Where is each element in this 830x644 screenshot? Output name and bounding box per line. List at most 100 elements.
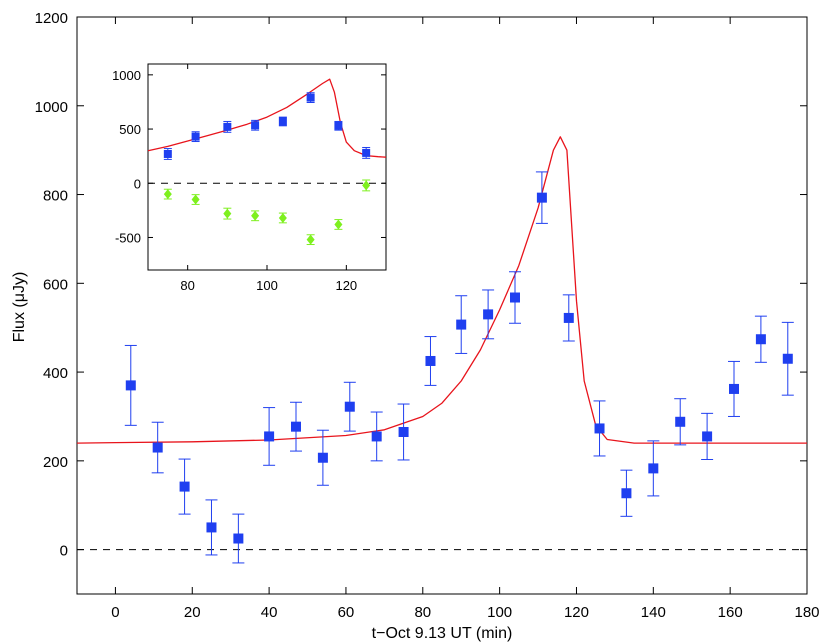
square-marker [648,463,659,474]
square-marker [782,353,793,364]
inset-point-square [334,120,343,131]
square-marker [306,93,315,102]
square-marker [594,423,605,434]
diamond-marker [163,189,172,200]
main-x-tick-label: 120 [564,604,589,621]
inset-plot-frame [147,63,387,271]
square-marker [456,319,467,330]
inset-point-square [223,120,232,133]
main-y-tick-label: 1000 [35,99,68,116]
square-marker [371,431,382,442]
main-y-tick-label: 600 [43,276,68,293]
main-point-square [647,440,660,497]
main-point-square [728,360,740,417]
square-marker [317,452,328,463]
diamond-marker [191,194,200,205]
square-marker [398,426,409,437]
diamond-marker [362,180,371,191]
square-marker [729,383,739,394]
main-x-tick-label: 60 [338,604,355,621]
square-marker [344,401,355,412]
main-y-tick-label: 200 [43,454,68,471]
inset-point-diamond [191,194,200,205]
main-x-tick-label: 180 [794,604,819,621]
inset-point-square [306,92,315,103]
square-marker [206,522,217,533]
inset-point-square [163,148,172,160]
square-marker [233,533,244,544]
square-marker [291,421,301,432]
main-point-square [701,412,714,461]
diamond-marker [251,210,260,221]
square-marker [334,121,343,130]
main-point-square [562,294,575,342]
inset-y-tick-label: 500 [119,122,141,137]
inset-axis-ticks: 80 100 120 -500 0 500 1000 [112,64,386,293]
inset-point-diamond [163,188,172,200]
main-point-square [343,381,356,432]
main-point-square [482,289,495,340]
square-marker [536,192,547,203]
inset-point-square [251,119,260,131]
square-marker [191,132,200,141]
diamond-marker [306,234,315,245]
main-x-tick-label: 140 [641,604,666,621]
inset-point-diamond [334,219,343,230]
inset-x-tick-label: 120 [335,278,357,293]
inset-y-tick-label: -500 [115,230,141,245]
main-point-square [754,315,767,363]
main-point-square [620,469,633,517]
main-y-tick-label: 0 [60,543,68,560]
diamond-marker [278,212,287,223]
square-marker [163,149,172,158]
square-marker [179,481,190,492]
main-x-tick-label: 100 [487,604,512,621]
y-axis-label: Flux (μJy) [11,272,28,343]
main-point-square [316,429,329,486]
main-point-square [263,407,276,466]
diamond-marker [223,208,232,219]
main-point-square [178,458,191,515]
inset-point-square [362,146,371,159]
inset-point-diamond [278,212,287,224]
inset-x-tick-label: 100 [256,278,278,293]
main-point-square [124,344,137,426]
main-point-square [593,400,606,457]
inset-point-diamond [251,210,260,222]
main-data-points [124,171,794,564]
inset-point-square [278,116,287,127]
inset-point-diamond [362,179,371,192]
inset-model-line [147,78,387,158]
diamond-marker [334,219,343,230]
square-marker [425,355,436,366]
main-y-tick-label: 400 [43,365,68,382]
square-marker [621,488,632,499]
inset-model-curve [147,78,387,158]
inset-point-diamond [223,207,232,220]
main-point-square [781,321,794,396]
main-x-tick-label: 80 [414,604,431,621]
main-x-tick-label: 20 [184,604,201,621]
square-marker [755,334,766,345]
inset-point-square [191,131,200,143]
square-marker [362,148,371,157]
main-point-square [370,411,383,462]
square-marker [152,442,163,453]
square-marker [510,292,520,303]
main-axis-ticks: 0 20 40 60 80 100 120 140 160 1800200400600800100… [35,10,820,621]
main-point-square [151,421,164,474]
main-point-square [455,295,468,354]
inset-data-points [163,92,371,246]
main-point-square [397,403,410,461]
square-marker [278,117,287,126]
inset-point-diamond [306,234,315,246]
square-marker [675,416,686,427]
inset-y-tick-label: 1000 [112,68,141,83]
main-x-tick-label: 40 [261,604,278,621]
main-point-square [535,171,548,224]
main-x-tick-label: 0 [111,604,119,621]
main-point-square [509,271,521,324]
main-point-square [674,398,687,446]
main-y-tick-label: 1200 [35,10,68,27]
